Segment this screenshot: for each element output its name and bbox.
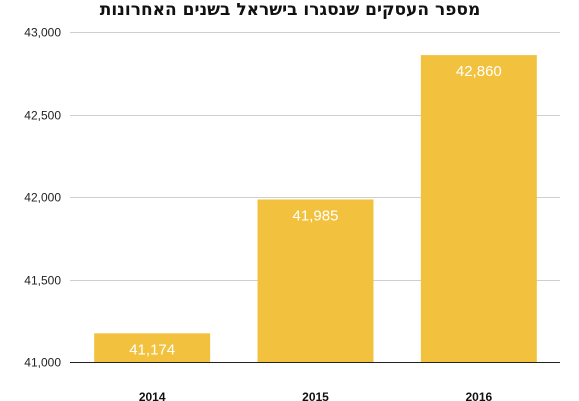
y-axis-ticks: 41,000 41,500 42,000 42,500 43,000: [24, 26, 61, 370]
y-tick-label: 41,000: [24, 356, 61, 370]
data-label: 41,985: [293, 207, 339, 224]
x-tick-label: 2016: [465, 390, 492, 401]
y-tick-label: 41,500: [24, 274, 61, 288]
y-tick-label: 43,000: [24, 26, 61, 40]
bar-2014: [94, 333, 211, 362]
bar-2015: [257, 199, 374, 362]
data-label: 41,174: [129, 341, 175, 358]
chart-title: מספר העסקים שנסגרו בישראל בשנים האחרונות: [100, 0, 481, 20]
bars: [94, 55, 537, 362]
x-tick-label: 2014: [139, 390, 166, 401]
x-tick-label: 2015: [302, 390, 329, 401]
y-tick-label: 42,000: [24, 191, 61, 205]
x-axis-ticks: 2014 2015 2016: [139, 390, 493, 401]
bar-2016: [420, 55, 537, 362]
data-labels: 41,174 41,985 42,860: [129, 63, 502, 358]
data-label: 42,860: [456, 63, 502, 80]
y-tick-label: 42,500: [24, 109, 61, 123]
